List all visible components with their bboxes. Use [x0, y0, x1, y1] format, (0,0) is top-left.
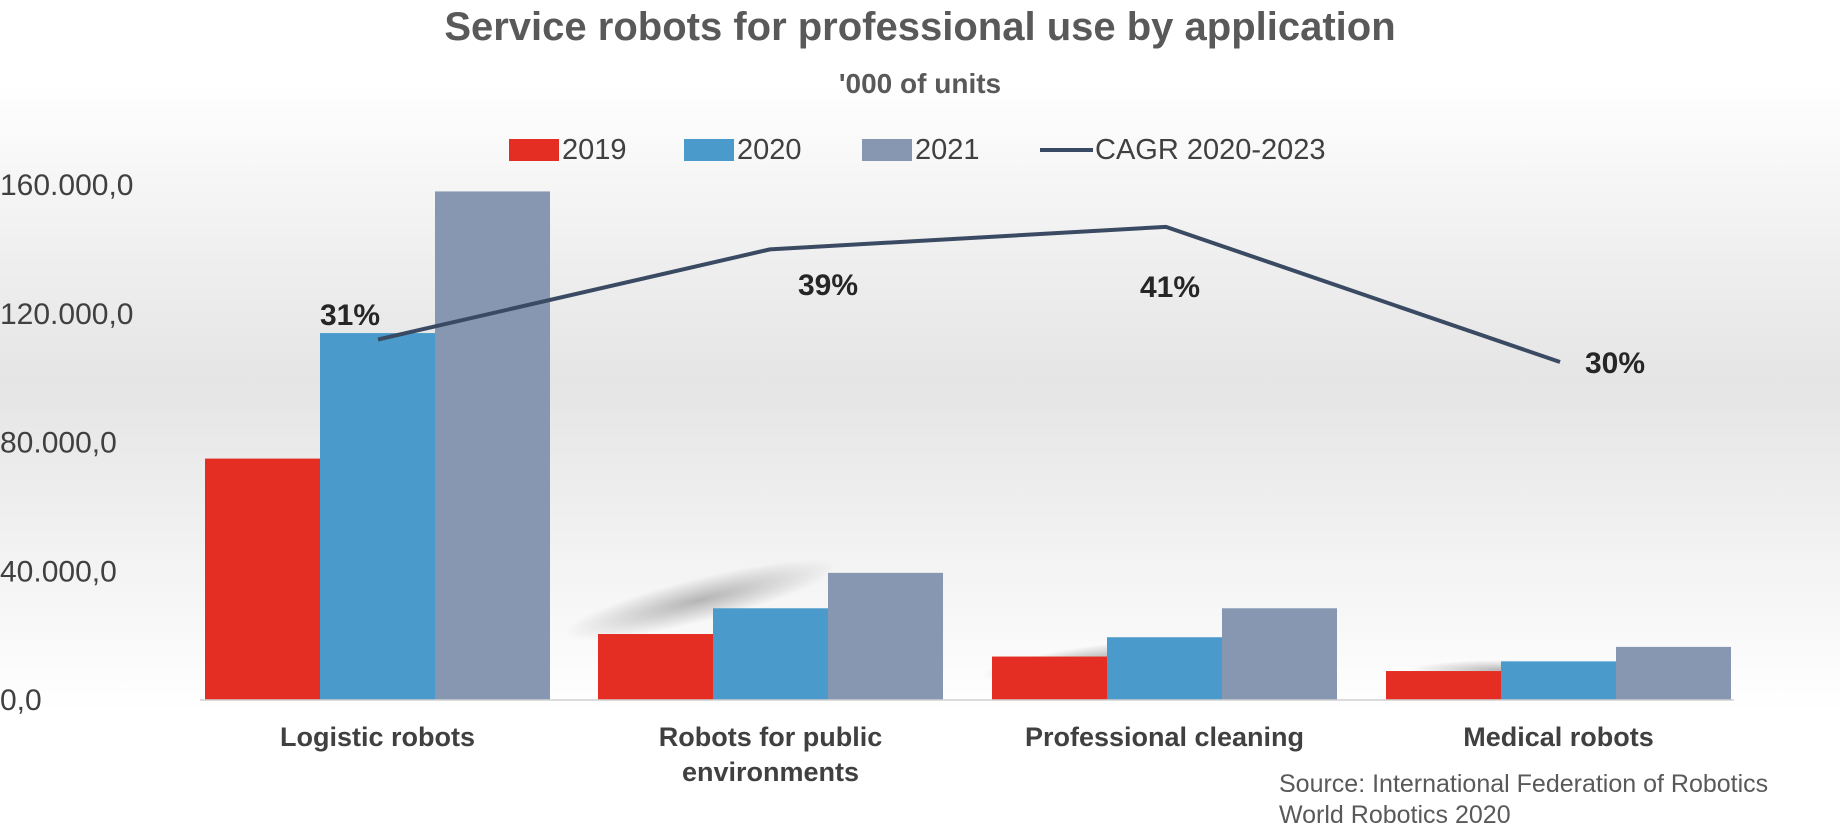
cagr-polyline [377, 224, 1561, 364]
legend-swatch-2020 [684, 139, 734, 161]
bar-2019-cat-1 [598, 634, 713, 700]
y-axis: 0,0 40.000,0 80.000,0 120.000,0 160.000,0 [0, 169, 133, 717]
cagr-label: 41% [1140, 271, 1200, 304]
y-tick-label: 0,0 [0, 684, 42, 717]
legend-label-cagr: CAGR 2020-2023 [1095, 134, 1326, 166]
category-labels: Logistic robots Robots for public environm… [280, 722, 1654, 787]
bar-shadow-1 [564, 559, 836, 641]
bar-2019-cat-0 [205, 458, 320, 700]
legend-label-2019: 2019 [562, 134, 627, 166]
category-label: Professional cleaning [1025, 722, 1304, 752]
bar-2020-cat-3 [1501, 661, 1616, 700]
bar-2019-cat-3 [1386, 671, 1501, 700]
chart-subtitle: '000 of units [839, 68, 1001, 99]
legend: 2019 2020 2021 CAGR 2020-2023 [509, 134, 1326, 166]
y-tick-label: 160.000,0 [0, 169, 133, 202]
bars [205, 191, 1731, 700]
category-label: Medical robots [1463, 722, 1654, 752]
bar-2019-cat-2 [992, 656, 1107, 700]
bar-2021-cat-3 [1616, 646, 1731, 700]
bar-2020-cat-0 [320, 333, 435, 700]
bar-2021-cat-2 [1222, 608, 1337, 700]
bar-2020-cat-2 [1107, 637, 1222, 700]
category-label: Logistic robots [280, 722, 475, 752]
cagr-label: 39% [798, 269, 858, 302]
source-line-1: Source: International Federation of Robo… [1279, 770, 1768, 798]
category-label: Robots for public [659, 722, 882, 752]
y-tick-label: 40.000,0 [0, 555, 117, 588]
legend-label-2021: 2021 [915, 134, 980, 166]
bar-2021-cat-1 [828, 572, 943, 700]
source-line-2: World Robotics 2020 [1279, 801, 1511, 828]
cagr-label: 30% [1585, 347, 1645, 380]
legend-label-2020: 2020 [737, 134, 802, 166]
chart-title: Service robots for professional use by a… [444, 5, 1395, 49]
legend-swatch-2021 [862, 139, 912, 161]
cagr-labels: 31% 39% 41% 30% [320, 269, 1645, 380]
cagr-label: 31% [320, 299, 380, 332]
y-tick-label: 120.000,0 [0, 298, 133, 331]
legend-swatch-2019 [509, 139, 559, 161]
category-label: environments [682, 757, 859, 787]
cagr-line [377, 224, 1561, 364]
bar-2021-cat-0 [435, 191, 550, 700]
y-tick-label: 80.000,0 [0, 427, 117, 460]
bar-2020-cat-1 [713, 608, 828, 700]
